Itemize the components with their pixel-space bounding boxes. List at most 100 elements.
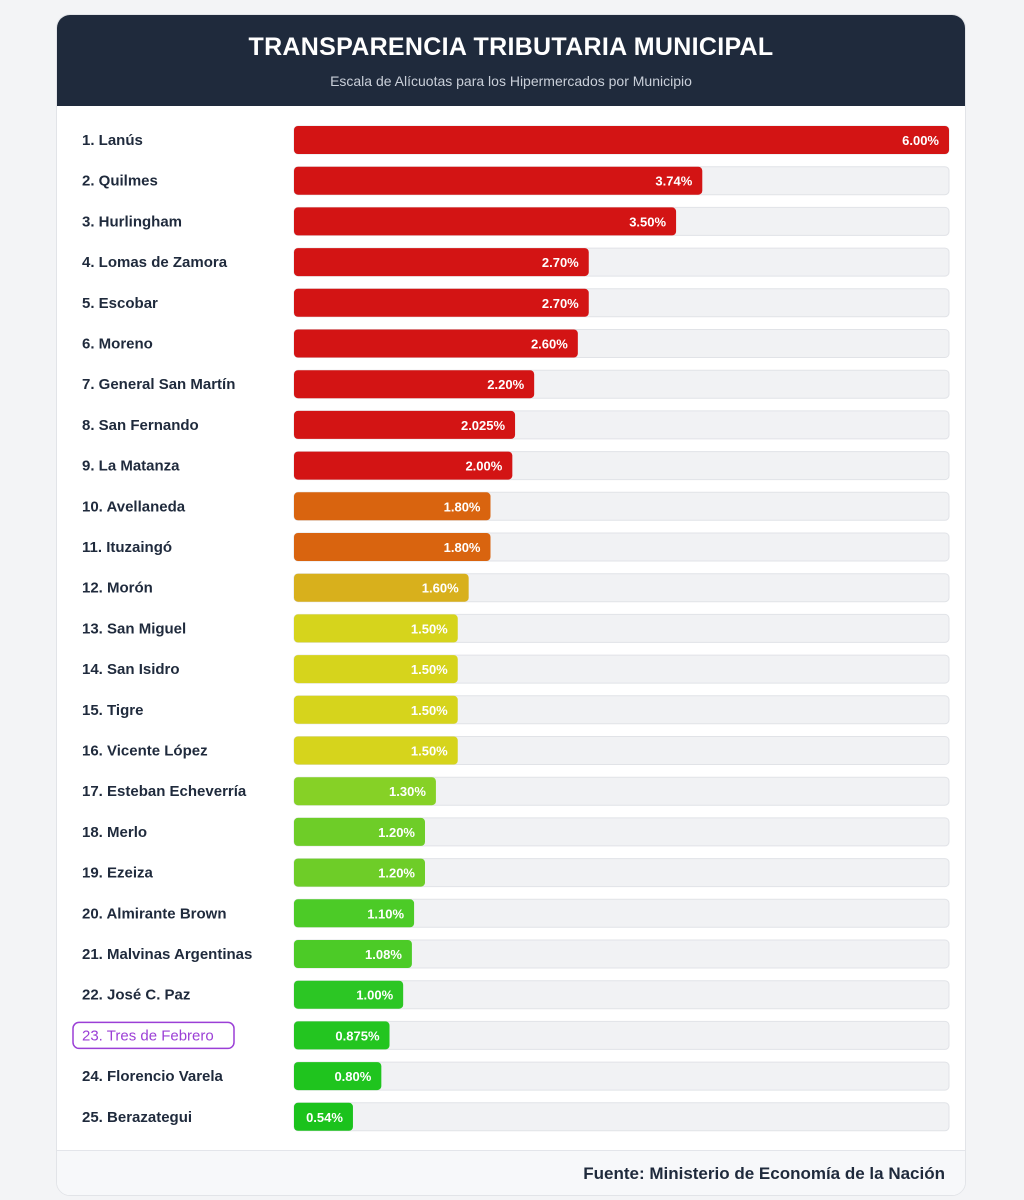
category-label: 15. Tigre xyxy=(82,702,143,719)
category-label: 10. Avellaneda xyxy=(82,498,186,515)
bar-track xyxy=(293,1061,950,1091)
bar-row: 4. Lomas de Zamora 2.70% xyxy=(82,247,950,277)
data-label: 6.00% xyxy=(902,133,939,148)
bar-row: 8. San Fernando 2.025% xyxy=(82,410,950,440)
bar xyxy=(294,940,412,968)
data-label: 0.875% xyxy=(335,1028,380,1043)
category-label: 21. Malvinas Argentinas xyxy=(82,946,252,963)
bar-row: 20. Almirante Brown 1.10% xyxy=(82,898,950,928)
bar xyxy=(294,817,425,846)
bar-chart: 1. Lanús 6.00% 2. Quilmes 3.74% 3. Hurlingha… xyxy=(72,125,950,1132)
data-label: 2.00% xyxy=(465,459,502,474)
data-label: 1.80% xyxy=(444,499,481,514)
bar xyxy=(294,614,458,643)
bar xyxy=(294,288,589,317)
bar-row: 17. Esteban Echeverría 1.30% xyxy=(82,776,950,806)
data-label: 2.70% xyxy=(542,255,579,270)
category-label: 14. San Isidro xyxy=(82,661,180,678)
data-label: 1.00% xyxy=(356,988,393,1003)
bar xyxy=(294,1021,390,1050)
data-label: 2.70% xyxy=(542,296,579,311)
data-label: 1.50% xyxy=(411,703,448,718)
bar-track xyxy=(293,1102,950,1132)
bar xyxy=(294,126,949,154)
bar xyxy=(294,410,516,439)
category-label: 16. Vicente López xyxy=(82,743,208,760)
bar xyxy=(294,695,458,724)
bar-row: 21. Malvinas Argentinas 1.08% xyxy=(82,939,950,969)
category-label: 12. Morón xyxy=(82,580,153,597)
chart-card: TRANSPARENCIA TRIBUTARIA MUNICIPAL Escal… xyxy=(56,14,966,1196)
category-label: 24. Florencio Varela xyxy=(82,1068,224,1085)
bar-row: 1. Lanús 6.00% xyxy=(82,125,950,155)
category-label: 17. Esteban Echeverría xyxy=(82,783,247,800)
bar-track xyxy=(293,1020,950,1050)
bar-row: 19. Ezeiza 1.20% xyxy=(82,858,950,888)
highlight-box xyxy=(72,1021,235,1050)
data-label: 1.80% xyxy=(444,540,481,555)
data-label: 1.50% xyxy=(411,662,448,677)
bar xyxy=(294,166,703,195)
data-label: 1.20% xyxy=(378,825,415,840)
category-label: 5. Escobar xyxy=(82,295,158,312)
category-label: 8. San Fernando xyxy=(82,417,199,434)
bar xyxy=(294,370,535,399)
category-label: 3. Hurlingham xyxy=(82,213,182,230)
category-label: 6. Moreno xyxy=(82,336,153,353)
data-label: 1.20% xyxy=(378,866,415,881)
category-label: 20. Almirante Brown xyxy=(82,905,226,922)
bar xyxy=(294,329,578,358)
bar-row: 11. Ituzaingó 1.80% xyxy=(82,532,950,562)
bar-row: 25. Berazategui 0.54% xyxy=(82,1102,950,1132)
category-label: 7. General San Martín xyxy=(82,376,235,393)
data-label: 1.50% xyxy=(411,621,448,636)
bar-row: 7. General San Martín 2.20% xyxy=(82,369,950,399)
data-label: 1.08% xyxy=(365,947,402,962)
header: TRANSPARENCIA TRIBUTARIA MUNICIPAL Escal… xyxy=(57,15,965,106)
category-label: 13. San Miguel xyxy=(82,620,186,637)
category-label: 9. La Matanza xyxy=(82,458,180,475)
bar-row: 6. Moreno 2.60% xyxy=(82,329,950,358)
source-note: Fuente: Ministerio de Economía de la Nac… xyxy=(583,1164,945,1183)
bar xyxy=(294,1062,382,1091)
bar-row: 18. Merlo 1.20% xyxy=(82,817,950,847)
bar xyxy=(294,858,425,887)
bar xyxy=(294,655,458,684)
data-label: 1.10% xyxy=(367,906,404,921)
footer: Fuente: Ministerio de Economía de la Nac… xyxy=(57,1150,965,1195)
data-label: 1.30% xyxy=(389,784,426,799)
bar xyxy=(294,1102,353,1131)
category-label: 4. Lomas de Zamora xyxy=(82,254,228,271)
bar xyxy=(294,207,677,236)
bar-row: 22. José C. Paz 1.00% xyxy=(82,980,950,1010)
data-label: 2.20% xyxy=(487,377,524,392)
data-label: 0.54% xyxy=(306,1110,343,1125)
bar-row: 3. Hurlingham 3.50% xyxy=(82,206,950,236)
category-label: 2. Quilmes xyxy=(82,173,158,190)
category-label: 25. Berazategui xyxy=(82,1109,192,1126)
data-label: 3.50% xyxy=(629,214,666,229)
bar xyxy=(294,899,415,928)
category-label: 22. José C. Paz xyxy=(82,987,190,1004)
bar-row: 24. Florencio Varela 0.80% xyxy=(82,1061,950,1091)
bar-row: 23. Tres de Febrero 0.875% xyxy=(72,1020,950,1050)
category-label: 23. Tres de Febrero xyxy=(82,1027,214,1044)
data-label: 2.60% xyxy=(531,337,568,352)
category-label: 1. Lanús xyxy=(82,132,143,149)
bar-row: 14. San Isidro 1.50% xyxy=(82,654,950,684)
data-label: 3.74% xyxy=(655,174,692,189)
bar xyxy=(294,533,491,561)
data-label: 0.80% xyxy=(334,1069,371,1084)
bar xyxy=(294,573,469,602)
bar-row: 10. Avellaneda 1.80% xyxy=(82,491,950,521)
data-label: 2.025% xyxy=(461,418,506,433)
bar-row: 16. Vicente López 1.50% xyxy=(82,736,950,765)
category-label: 11. Ituzaingó xyxy=(82,539,172,556)
bar xyxy=(294,492,491,521)
bar xyxy=(294,451,513,480)
data-label: 1.50% xyxy=(411,744,448,759)
bar-row: 5. Escobar 2.70% xyxy=(82,288,950,318)
bar-row: 2. Quilmes 3.74% xyxy=(82,166,950,196)
bar-row: 15. Tigre 1.50% xyxy=(82,695,950,725)
bar xyxy=(294,777,436,806)
